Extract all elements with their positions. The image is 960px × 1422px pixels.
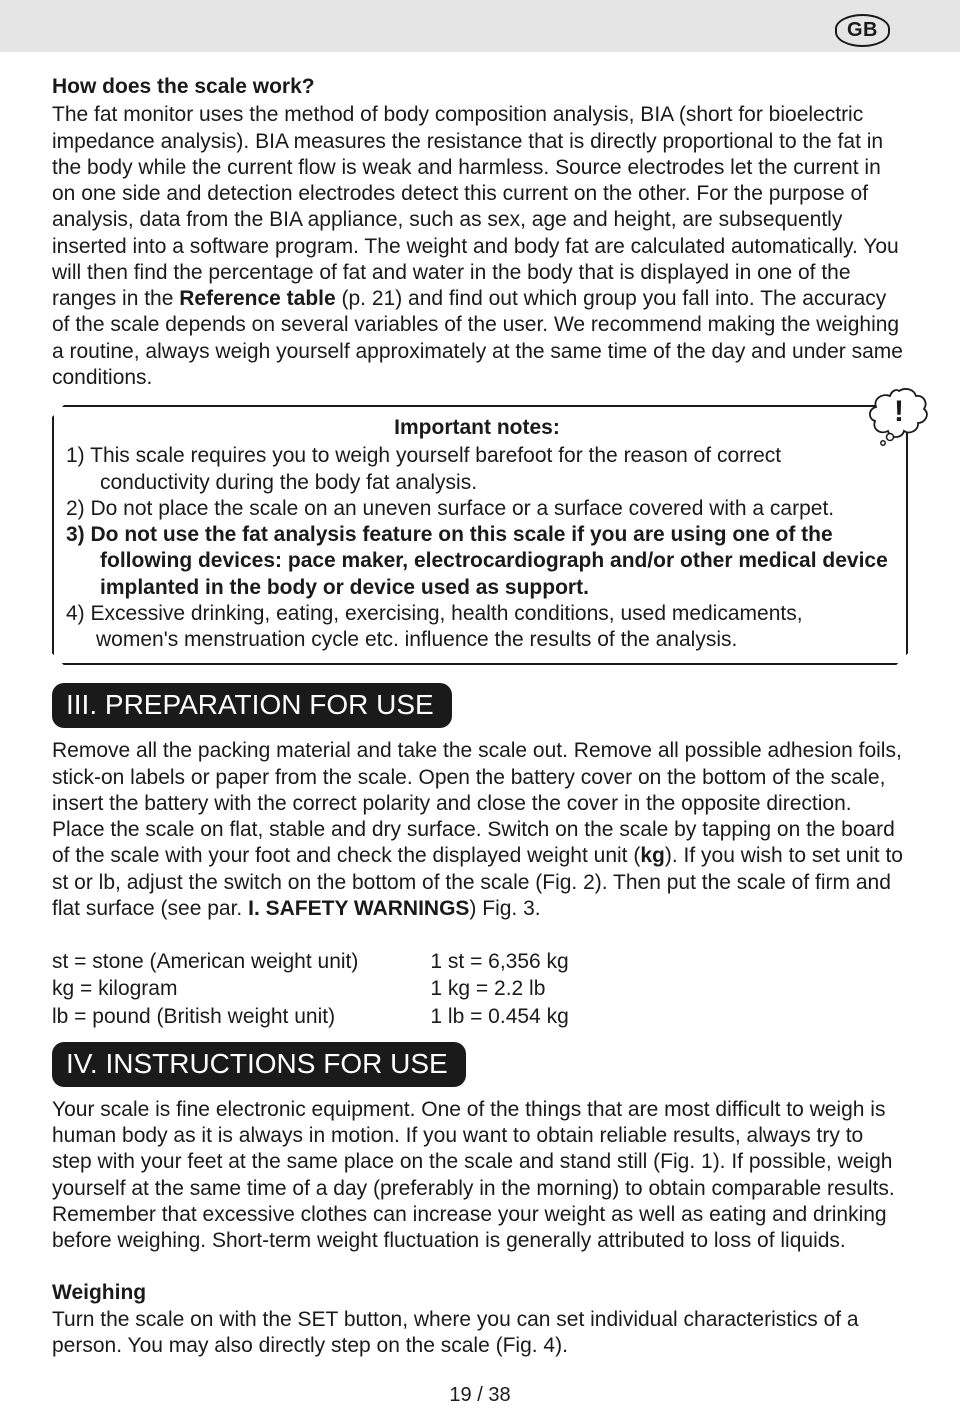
units-definitions-col: st = stone (American weight unit) kg = k… bbox=[52, 948, 358, 1030]
section-4-heading: IV. INSTRUCTIONS FOR USE bbox=[52, 1042, 466, 1087]
how-works-paragraph: The fat monitor uses the method of body … bbox=[52, 102, 908, 391]
note-4-line-a: 4) Excessive drinking, eating, exercisin… bbox=[66, 601, 888, 627]
page-header-bar: GB bbox=[0, 0, 960, 52]
unit-kg-conv: 1 kg = 2.2 lb bbox=[430, 975, 568, 1002]
note-4-line-b: women's menstruation cycle etc. influenc… bbox=[66, 627, 888, 653]
units-conversions-col: 1 st = 6,356 kg 1 kg = 2.2 lb 1 lb = 0.4… bbox=[430, 948, 568, 1030]
important-notes-title: Important notes: bbox=[66, 415, 888, 441]
note-3-line-b: following devices: pace maker, electroca… bbox=[66, 548, 888, 574]
exclamation-mark: ! bbox=[868, 397, 930, 427]
weighing-subtitle: Weighing bbox=[52, 1280, 908, 1306]
note-1-line-a: 1) This scale requires you to weigh your… bbox=[66, 443, 888, 469]
important-notes-container: ! Important notes: 1) This scale require… bbox=[52, 405, 908, 665]
section-4-paragraph-1: Your scale is fine electronic equipment.… bbox=[52, 1097, 908, 1255]
how-works-text-1-tail: (p. 21) and find out which group you fal… bbox=[336, 287, 755, 310]
how-works-text-1: The fat monitor uses the method of body … bbox=[52, 103, 899, 310]
unit-st-def: st = stone (American weight unit) bbox=[52, 948, 358, 975]
note-3-line-a: 3) Do not use the fat analysis feature o… bbox=[66, 522, 888, 548]
note-3-line-c: implanted in the body or device used as … bbox=[66, 575, 888, 601]
unit-lb-def: lb = pound (British weight unit) bbox=[52, 1003, 358, 1030]
kg-bold: kg bbox=[640, 844, 665, 867]
unit-st-conv: 1 st = 6,356 kg bbox=[430, 948, 568, 975]
units-table: st = stone (American weight unit) kg = k… bbox=[52, 948, 908, 1030]
note-1-line-b: conductivity during the body fat analysi… bbox=[66, 470, 888, 496]
how-works-title: How does the scale work? bbox=[52, 74, 908, 100]
unit-kg-def: kg = kilogram bbox=[52, 975, 358, 1002]
section-3-heading: III. PREPARATION FOR USE bbox=[52, 683, 452, 728]
page-content: How does the scale work? The fat monitor… bbox=[0, 52, 960, 1359]
safety-warnings-bold: I. SAFETY WARNINGS bbox=[248, 897, 469, 920]
language-badge: GB bbox=[835, 14, 890, 47]
unit-lb-conv: 1 lb = 0.454 kg bbox=[430, 1003, 568, 1030]
exclamation-cloud-icon: ! bbox=[868, 387, 930, 447]
section-3-paragraph: Remove all the packing material and take… bbox=[52, 738, 908, 922]
important-notes-box: Important notes: 1) This scale requires … bbox=[52, 405, 908, 665]
sec3-text-c: ) Fig. 3. bbox=[469, 897, 540, 920]
page-number: 19 / 38 bbox=[0, 1359, 960, 1422]
section-4-paragraph-2: Turn the scale on with the SET button, w… bbox=[52, 1307, 908, 1360]
reference-table-bold: Reference table bbox=[179, 287, 335, 310]
note-2: 2) Do not place the scale on an uneven s… bbox=[66, 496, 888, 522]
